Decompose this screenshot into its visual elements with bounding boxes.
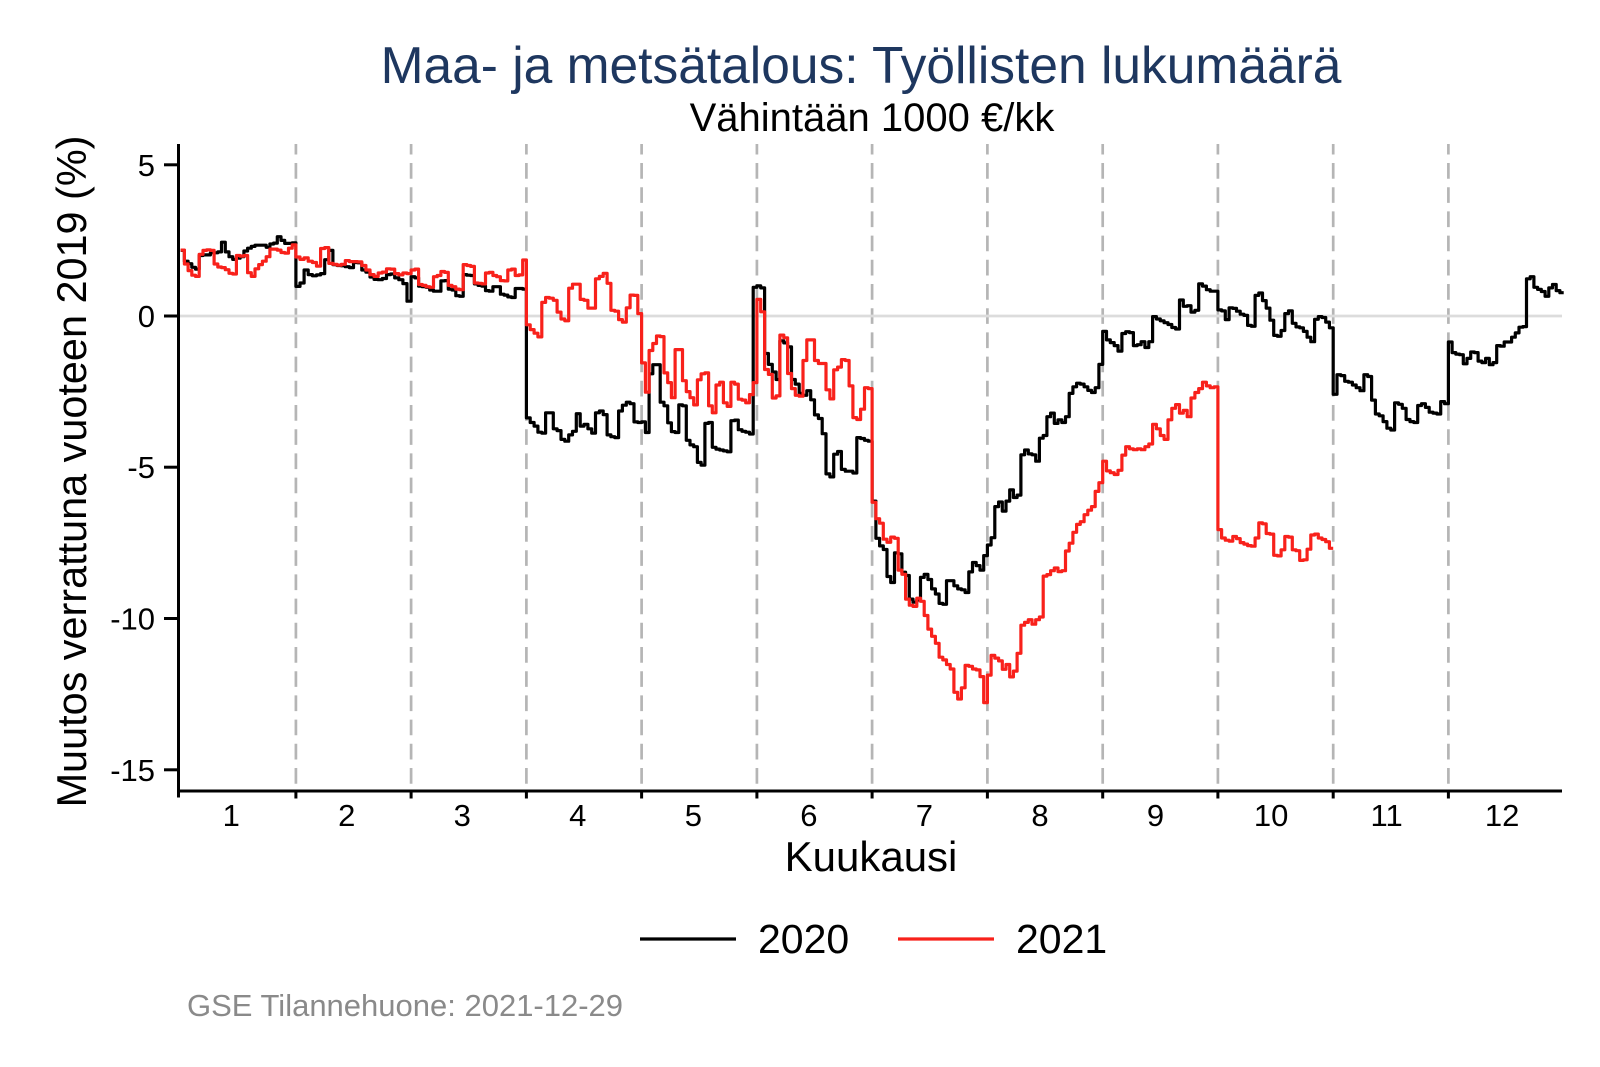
- svg-text:2020: 2020: [758, 916, 849, 962]
- svg-text:Maa- ja metsätalous: Työlliste: Maa- ja metsätalous: Työllisten lukumäär…: [381, 36, 1342, 94]
- svg-text:2021: 2021: [1016, 916, 1107, 962]
- svg-text:-10: -10: [110, 602, 155, 637]
- svg-text:Kuukausi: Kuukausi: [785, 833, 958, 880]
- svg-text:4: 4: [569, 798, 586, 833]
- svg-text:-15: -15: [110, 753, 155, 788]
- svg-text:1: 1: [223, 798, 240, 833]
- svg-text:9: 9: [1147, 798, 1164, 833]
- svg-text:3: 3: [454, 798, 471, 833]
- svg-text:5: 5: [138, 148, 155, 183]
- svg-text:12: 12: [1485, 798, 1519, 833]
- svg-text:Vähintään 1000 €/kk: Vähintään 1000 €/kk: [690, 96, 1056, 140]
- svg-text:GSE Tilannehuone: 2021-12-29: GSE Tilannehuone: 2021-12-29: [187, 988, 623, 1023]
- svg-text:11: 11: [1371, 798, 1403, 833]
- svg-text:5: 5: [685, 798, 702, 833]
- svg-text:8: 8: [1031, 798, 1048, 833]
- svg-text:10: 10: [1254, 798, 1288, 833]
- svg-text:2: 2: [338, 798, 355, 833]
- svg-text:Muutos verrattuna vuoteen 2019: Muutos verrattuna vuoteen 2019 (%): [49, 136, 95, 808]
- svg-text:7: 7: [916, 798, 933, 833]
- svg-text:6: 6: [800, 798, 817, 833]
- svg-text:0: 0: [138, 299, 155, 334]
- svg-text:-5: -5: [127, 450, 155, 485]
